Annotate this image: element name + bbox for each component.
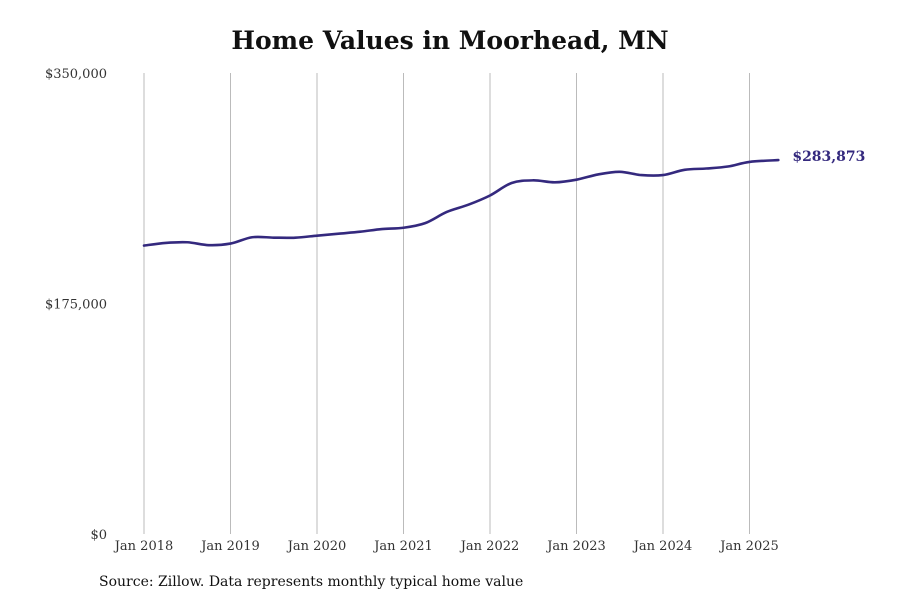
- x-tick-label: Jan 2021: [372, 539, 433, 554]
- y-tick-label: $350,000: [45, 67, 107, 82]
- x-tick-label: Jan 2024: [632, 539, 693, 554]
- series-line: [142, 158, 780, 247]
- chart-title: Home Values in Moorhead, MN: [231, 26, 669, 55]
- x-tick-label: Jan 2019: [199, 539, 260, 554]
- source-note: Source: Zillow. Data represents monthly …: [99, 574, 524, 590]
- y-tick-label: $175,000: [45, 298, 107, 313]
- x-tick-label: Jan 2018: [113, 539, 174, 554]
- x-tick-label: Jan 2023: [545, 539, 606, 554]
- end-value-label: $283,873: [792, 149, 865, 165]
- x-tick-label: Jan 2020: [286, 539, 347, 554]
- y-tick-label: $0: [90, 528, 107, 543]
- x-tick-label: Jan 2022: [459, 539, 520, 554]
- x-tick-label: Jan 2025: [718, 539, 779, 554]
